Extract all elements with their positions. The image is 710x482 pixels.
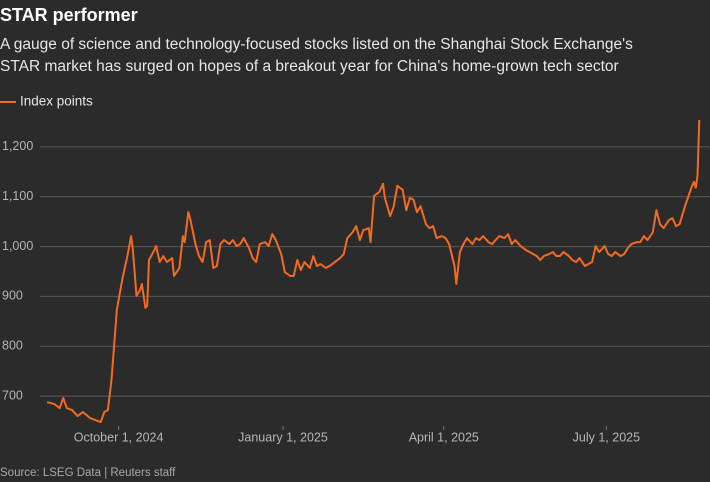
chart-title: STAR performer — [0, 5, 138, 25]
source-note: Source: LSEG Data | Reuters staff — [0, 467, 176, 479]
data-line — [46, 119, 701, 424]
chart-subtitle: STAR market has surged on hopes of a bre… — [0, 58, 619, 75]
x-tick-label: July 1, 2025 — [573, 430, 640, 444]
x-tick-label: January 1, 2025 — [238, 430, 328, 444]
y-tick-label: 900 — [2, 289, 23, 303]
y-tick-label: 1,100 — [2, 189, 33, 203]
y-tick-label: 700 — [2, 388, 23, 402]
chart-subtitle: A gauge of science and technology-focuse… — [0, 36, 633, 53]
legend-label: Index points — [20, 94, 93, 109]
y-tick-label: 1,200 — [2, 139, 33, 153]
x-tick-label: October 1, 2024 — [74, 430, 164, 444]
x-tick-label: April 1, 2025 — [409, 430, 479, 444]
y-tick-label: 1,000 — [2, 239, 33, 253]
y-tick-label: 800 — [2, 339, 23, 353]
